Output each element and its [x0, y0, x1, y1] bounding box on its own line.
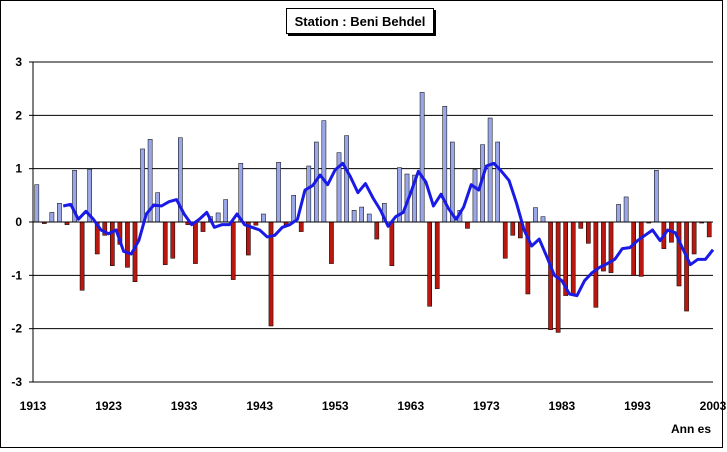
y-tick-labels: 3 2 1 0 -1 -2 -3: [11, 55, 22, 389]
y-tick-label: 1: [15, 162, 22, 176]
bar: [140, 148, 145, 223]
bar: [684, 221, 689, 312]
x-tick-label: 2003: [700, 399, 727, 413]
y-tick-label: -3: [11, 375, 22, 389]
bar: [351, 210, 357, 223]
bar: [631, 221, 636, 276]
bar: [465, 221, 470, 229]
bar: [389, 221, 395, 266]
bar: [261, 213, 266, 223]
bar: [487, 117, 493, 223]
bar: [510, 221, 516, 236]
y-tick-label: -2: [11, 322, 22, 336]
bar: [676, 221, 682, 287]
bar: [200, 221, 206, 232]
bar: [79, 221, 85, 291]
bar: [329, 221, 334, 264]
x-tick-label: 1963: [397, 399, 424, 413]
bar: [495, 141, 500, 223]
bar: [434, 221, 440, 289]
bar: [502, 221, 508, 259]
bar: [533, 207, 538, 223]
bar: [359, 206, 364, 223]
bar: [608, 221, 614, 273]
bar: [623, 196, 629, 223]
bar: [306, 165, 312, 223]
bar: [586, 221, 591, 244]
bar: [170, 221, 176, 259]
x-tick-label: 1983: [549, 399, 576, 413]
axes: [29, 61, 713, 383]
bar: [238, 163, 244, 223]
bar: [298, 221, 304, 232]
bar: [223, 199, 228, 223]
x-tick-label: 1993: [624, 399, 651, 413]
bar: [34, 184, 40, 223]
bar: [419, 92, 425, 223]
bar: [570, 221, 576, 295]
bar: [548, 221, 553, 330]
bar: [374, 221, 380, 240]
bar: [593, 221, 599, 308]
bar: [110, 221, 115, 266]
bar: [49, 212, 55, 223]
bar: [155, 192, 160, 223]
x-tick-label: 1973: [473, 399, 500, 413]
bar: [215, 212, 221, 223]
x-tick-label: 1913: [20, 399, 47, 413]
bar: [366, 213, 372, 223]
bar: [616, 204, 621, 223]
moving-average-line: [62, 161, 715, 298]
x-tick-label: 1923: [95, 399, 122, 413]
x-tick-label: 1933: [171, 399, 198, 413]
grid: [33, 61, 713, 383]
y-tick-label: 0: [15, 215, 22, 229]
bar: [193, 221, 198, 264]
bar: [472, 169, 478, 223]
y-tick-label: 3: [15, 55, 22, 69]
bar: [691, 221, 697, 255]
x-axis-title: Ann es: [671, 422, 711, 436]
bars: [34, 92, 712, 333]
y-tick-label: -1: [11, 268, 22, 282]
bar: [654, 170, 659, 223]
bar: [427, 221, 432, 307]
x-tick-label: 1953: [322, 399, 349, 413]
x-tick-label: 1943: [246, 399, 273, 413]
bar: [276, 162, 281, 223]
x-tick-labels: 1913 1923 1933 1943 1953 1963 1973 1983 1993 2003: [20, 399, 727, 413]
bar: [344, 135, 349, 223]
chart-title: Station : Beni Behdel: [286, 8, 434, 34]
bar: [540, 216, 546, 223]
bar: [125, 221, 130, 268]
bar: [291, 195, 296, 223]
y-tick-label: 2: [15, 108, 22, 122]
bar: [706, 221, 712, 238]
bar: [336, 152, 342, 223]
bar: [638, 221, 644, 277]
line-layer: [62, 161, 715, 298]
bar: [578, 221, 584, 229]
bar: [162, 221, 168, 265]
bar: [321, 120, 327, 223]
bar: [57, 203, 62, 223]
bar: [230, 221, 236, 280]
